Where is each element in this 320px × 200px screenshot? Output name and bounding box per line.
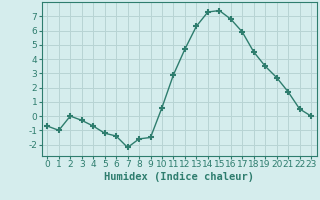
X-axis label: Humidex (Indice chaleur): Humidex (Indice chaleur)	[104, 172, 254, 182]
